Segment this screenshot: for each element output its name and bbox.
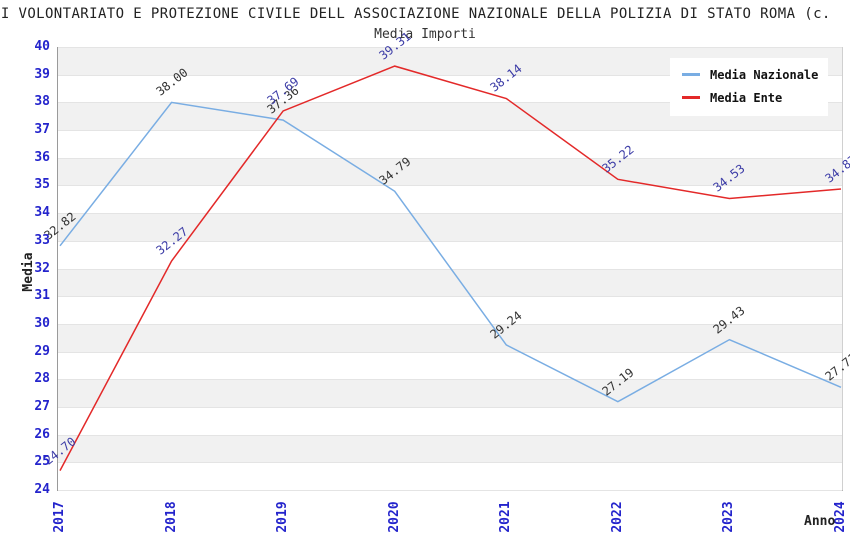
gridline [58, 351, 842, 353]
chart-subtitle: Media Importi [374, 27, 476, 42]
grid-band [58, 434, 842, 463]
y-tick-label: 39 [34, 66, 50, 82]
x-tick-label: 2017 [52, 501, 67, 533]
y-tick-label: 28 [34, 371, 50, 387]
x-tick-label: 2024 [833, 501, 848, 533]
y-tick-label: 33 [34, 232, 50, 248]
gridline [58, 296, 842, 298]
y-tick-label: 26 [34, 426, 50, 442]
y-tick-label: 40 [34, 39, 50, 54]
gridline [58, 157, 842, 159]
x-axis-title: Anno [804, 514, 836, 529]
grid-band [58, 268, 842, 297]
gridline [58, 47, 842, 48]
y-tick-label: 32 [34, 260, 50, 276]
gridline [58, 434, 842, 436]
y-tick-label: 25 [34, 454, 50, 470]
legend-label: Media Nazionale [710, 67, 819, 82]
legend-line-swatch [682, 73, 700, 76]
gridline [58, 406, 842, 408]
gridline [58, 490, 842, 491]
y-tick-label: 38 [34, 94, 50, 110]
gridline [58, 379, 842, 381]
legend: Media Nazionale Media Ente [670, 58, 829, 116]
legend-line-swatch [682, 96, 700, 99]
y-tick-label: 35 [34, 177, 50, 193]
gridline [58, 268, 842, 270]
y-tick-label: 29 [34, 343, 50, 359]
legend-item: Media Ente [682, 86, 818, 109]
y-tick-label: 34 [34, 205, 50, 221]
gridline [58, 130, 842, 132]
x-tick-label: 2018 [163, 501, 179, 533]
y-tick-label: 37 [34, 122, 50, 138]
gridline [58, 462, 842, 464]
x-tick-label: 2019 [275, 501, 291, 533]
legend-label: Media Ente [710, 90, 783, 105]
legend-item: Media Nazionale [682, 63, 818, 86]
grid-band [58, 379, 842, 407]
x-tick-label: 2022 [609, 501, 625, 533]
x-tick-label: 2023 [721, 501, 737, 533]
y-tick-label: 31 [34, 288, 50, 304]
y-axis-title: Media [21, 252, 36, 292]
chart-title: DI VOLONTARIATO E PROTEZIONE CIVILE DELL… [0, 6, 831, 22]
gridline [58, 213, 842, 215]
y-tick-label: 30 [34, 315, 50, 331]
y-tick-label: 36 [34, 149, 50, 165]
x-tick-label: 2021 [498, 501, 514, 533]
x-tick-label: 2020 [386, 501, 402, 533]
y-tick-label: 27 [34, 398, 50, 414]
y-tick-label: 24 [34, 482, 50, 497]
